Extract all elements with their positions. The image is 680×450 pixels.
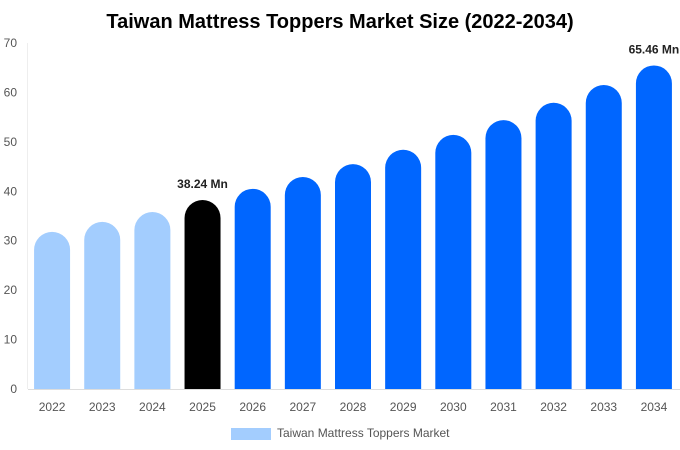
bars [34,65,672,390]
bar-2022[interactable] [34,231,71,389]
x-tick-label: 2030 [440,400,467,414]
x-tick-label: 2022 [39,400,66,414]
bar-2024[interactable] [134,212,171,389]
x-tick-label: 2024 [139,400,166,414]
y-tick-label: 60 [4,85,18,99]
y-tick-label: 10 [4,333,18,347]
y-axis: 0 10 20 30 40 50 60 70 [4,36,18,396]
x-tick-label: 2028 [340,400,367,414]
legend-label: Taiwan Mattress Toppers Market [277,426,450,440]
data-label-2034: 65.46 Mn [629,42,680,56]
bar-2028[interactable] [335,164,371,389]
bar-2027[interactable] [284,176,321,389]
y-tick-label: 20 [4,283,18,297]
bar-2025[interactable] [184,199,221,389]
bar-2026[interactable] [234,188,271,389]
legend[interactable]: Taiwan Mattress Toppers Market [231,426,450,440]
y-tick-label: 50 [4,135,18,149]
y-tick-label: 0 [10,382,17,396]
data-labels: 38.24 Mn 65.46 Mn [177,42,679,191]
bar-2032[interactable] [535,102,572,390]
bar-2034[interactable] [635,65,672,389]
x-tick-label: 2023 [89,400,116,414]
bar-2033[interactable] [585,85,622,389]
bar-2030[interactable] [435,134,472,389]
x-tick-label: 2025 [189,400,216,414]
chart-title: Taiwan Mattress Toppers Market Size (202… [106,11,573,33]
y-tick-label: 40 [4,184,18,198]
bar-2023[interactable] [84,221,121,389]
bar-2031[interactable] [485,120,522,389]
data-label-2025: 38.24 Mn [177,177,228,191]
y-tick-label: 70 [4,36,18,50]
x-tick-label: 2032 [540,400,567,414]
x-tick-label: 2029 [390,400,417,414]
x-tick-label: 2027 [289,400,316,414]
y-tick-label: 30 [4,234,18,248]
x-tick-label: 2033 [590,400,617,414]
bar-2029[interactable] [385,149,422,389]
x-axis: 2022 2023 2024 2025 2026 2027 2028 2029 2030 2031… [39,400,668,414]
x-tick-label: 2031 [490,400,517,414]
x-tick-label: 2026 [239,400,266,414]
legend-swatch [231,428,271,440]
x-tick-label: 2034 [641,400,668,414]
